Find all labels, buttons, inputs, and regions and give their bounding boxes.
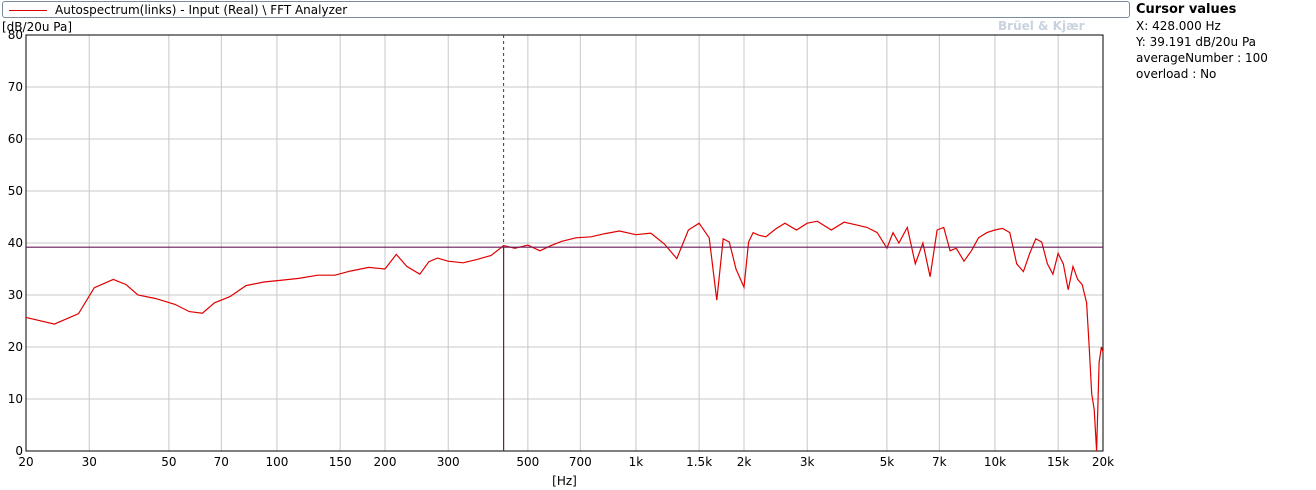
y-tick-label: 60 — [8, 132, 23, 146]
y-tick-label: 40 — [8, 236, 23, 250]
y-tick-label: 70 — [8, 80, 23, 94]
x-tick-label: 200 — [374, 455, 397, 469]
x-tick-label: 15k — [1047, 455, 1069, 469]
cursor-y-value: Y: 39.191 dB/20u Pa — [1136, 35, 1257, 49]
legend-text: Autospectrum(links) - Input (Real) \ FFT… — [55, 3, 348, 17]
legend-box: Autospectrum(links) - Input (Real) \ FFT… — [2, 1, 1130, 18]
y-tick-label: 0 — [15, 444, 23, 458]
x-tick-label: 2k — [737, 455, 752, 469]
cursor-panel: Cursor values X: 428.000 Hz Y: 39.191 dB… — [1136, 2, 1314, 82]
x-tick-label: 150 — [329, 455, 352, 469]
x-tick-label: 700 — [569, 455, 592, 469]
x-tick-label: 3k — [800, 455, 815, 469]
x-tick-label: 50 — [161, 455, 176, 469]
series-layer — [25, 220, 1104, 452]
x-tick-label: 1.5k — [686, 455, 712, 469]
brand-logo: Brüel & Kjær — [998, 19, 1085, 33]
x-tick-label: 20k — [1092, 455, 1114, 469]
average-number: averageNumber : 100 — [1136, 51, 1268, 65]
legend-swatch — [9, 10, 47, 11]
overload-status: overload : No — [1136, 67, 1217, 81]
x-tick-label: 100 — [265, 455, 288, 469]
x-tick-label: 7k — [932, 455, 947, 469]
cursor-x-value: X: 428.000 Hz — [1136, 19, 1221, 33]
x-tick-label: 10k — [984, 455, 1006, 469]
x-tick-label: 500 — [516, 455, 539, 469]
x-tick-label: 70 — [214, 455, 229, 469]
y-tick-label: 10 — [8, 392, 23, 406]
y-tick-label: 80 — [8, 28, 23, 42]
y-tick-label: 20 — [8, 340, 23, 354]
x-tick-label: 1k — [629, 455, 644, 469]
x-tick-label: 5k — [880, 455, 895, 469]
y-tick-labels: 0 10 20 30 40 50 60 70 80 — [8, 28, 23, 458]
x-tick-label: 20 — [18, 455, 33, 469]
y-tick-label: 50 — [8, 184, 23, 198]
x-tick-label: 300 — [437, 455, 460, 469]
x-tick-label: 30 — [82, 455, 97, 469]
grid-lines — [25, 34, 1104, 452]
cursor-layer — [26, 35, 1103, 451]
plot-border — [25, 34, 1104, 452]
series-line — [25, 220, 1104, 452]
cursor-panel-title: Cursor values — [1136, 2, 1237, 17]
x-axis-label: [Hz] — [552, 474, 577, 488]
x-tick-labels: 20 30 50 70 100 150 200 300 500 700 1k 1.5k 2k 3k 5k 7k… — [18, 455, 1114, 469]
y-tick-label: 30 — [8, 288, 23, 302]
y-axis-label: [dB/20u Pa] — [2, 20, 72, 34]
